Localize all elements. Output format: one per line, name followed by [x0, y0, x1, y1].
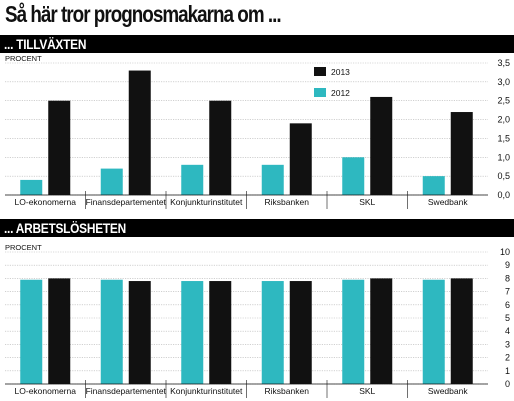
category-label: Riksbanken [265, 197, 310, 207]
y-tick-label: 7 [505, 287, 510, 297]
bar-2012 [20, 179, 43, 195]
section-title: ... ARBETSLÖSHETEN [4, 220, 126, 236]
section-title: ... TILLVÄXTEN [4, 36, 87, 52]
page-title: Så här tror prognosmakarna om ... [5, 1, 282, 27]
category-label: Finansdepartementet [86, 386, 167, 396]
y-tick-label: 5 [505, 313, 510, 323]
section-header-arbetslosheten: ... ARBETSLÖSHETEN [0, 219, 514, 237]
bar-2012 [100, 168, 123, 195]
y-tick-label: 4 [505, 326, 510, 336]
bar-2013 [48, 100, 71, 195]
bar-2012 [261, 164, 284, 195]
y-axis-unit-label: PROCENT [5, 243, 42, 252]
y-tick-label: 2,0 [497, 115, 510, 125]
growth-bar-chart: 0,0 0,5 1,0 1,5 2,0 2,5 3,0 3,5 PROCENT LO-ekonom… [5, 54, 510, 209]
category-label: LO-ekonomerna [15, 386, 77, 396]
bar-2012 [261, 281, 284, 384]
y-tick-label: 10 [500, 247, 510, 257]
bar-2013 [370, 278, 393, 384]
bar-2012 [181, 281, 204, 384]
y-tick-label: 8 [505, 273, 510, 283]
bar-2013 [450, 112, 473, 195]
bar-2012 [100, 279, 123, 384]
y-tick-label: 3 [505, 339, 510, 349]
section-header-tillvaxten: ... TILLVÄXTEN [0, 35, 514, 53]
y-tick-label: 3,5 [497, 58, 510, 68]
y-tick-label: 1,0 [497, 152, 510, 162]
bar-2013 [209, 281, 232, 384]
y-tick-label: 6 [505, 300, 510, 310]
category-label: Riksbanken [265, 386, 310, 396]
category-label: SKL [359, 197, 375, 207]
category-label: Swedbank [428, 386, 468, 396]
bar-2013 [370, 96, 393, 195]
legend-label-2013: 2013 [331, 67, 350, 77]
bar-2013 [289, 281, 312, 384]
bar-2013 [209, 100, 232, 195]
bar-2013 [128, 281, 151, 384]
y-tick-label: 1 [505, 366, 510, 376]
y-tick-label: 0,0 [497, 190, 510, 200]
y-axis-unit-label: PROCENT [5, 54, 42, 63]
category-label: SKL [359, 386, 375, 396]
bar-2013 [48, 278, 71, 384]
y-tick-label: 0 [505, 379, 510, 389]
y-tick-label: 3,0 [497, 77, 510, 87]
category-label: Konjunkturinstitutet [170, 197, 243, 207]
legend-label-2012: 2012 [331, 88, 350, 98]
bar-2013 [450, 278, 473, 384]
y-tick-label: 2,5 [497, 96, 510, 106]
y-tick-label: 1,5 [497, 133, 510, 143]
bar-2012 [20, 279, 43, 384]
legend-swatch-2013 [314, 67, 326, 76]
category-label: Swedbank [428, 197, 468, 207]
bar-2012 [422, 279, 445, 384]
bar-2012 [181, 164, 204, 195]
category-label: Finansdepartementet [86, 197, 167, 207]
category-label: Konjunkturinstitutet [170, 386, 243, 396]
category-label: LO-ekonomerna [15, 197, 77, 207]
unemployment-bar-chart: 0 1 2 3 4 5 6 7 8 9 10 PROCENT LO-ekonomerna Finansde… [5, 243, 510, 398]
bar-2012 [342, 157, 365, 195]
bar-2013 [289, 123, 312, 195]
bar-2013 [128, 70, 151, 195]
bar-2012 [342, 279, 365, 384]
y-tick-label: 2 [505, 353, 510, 363]
y-tick-label: 0,5 [497, 171, 510, 181]
bar-2012 [422, 176, 445, 195]
legend-swatch-2012 [314, 88, 326, 97]
y-tick-label: 9 [505, 260, 510, 270]
